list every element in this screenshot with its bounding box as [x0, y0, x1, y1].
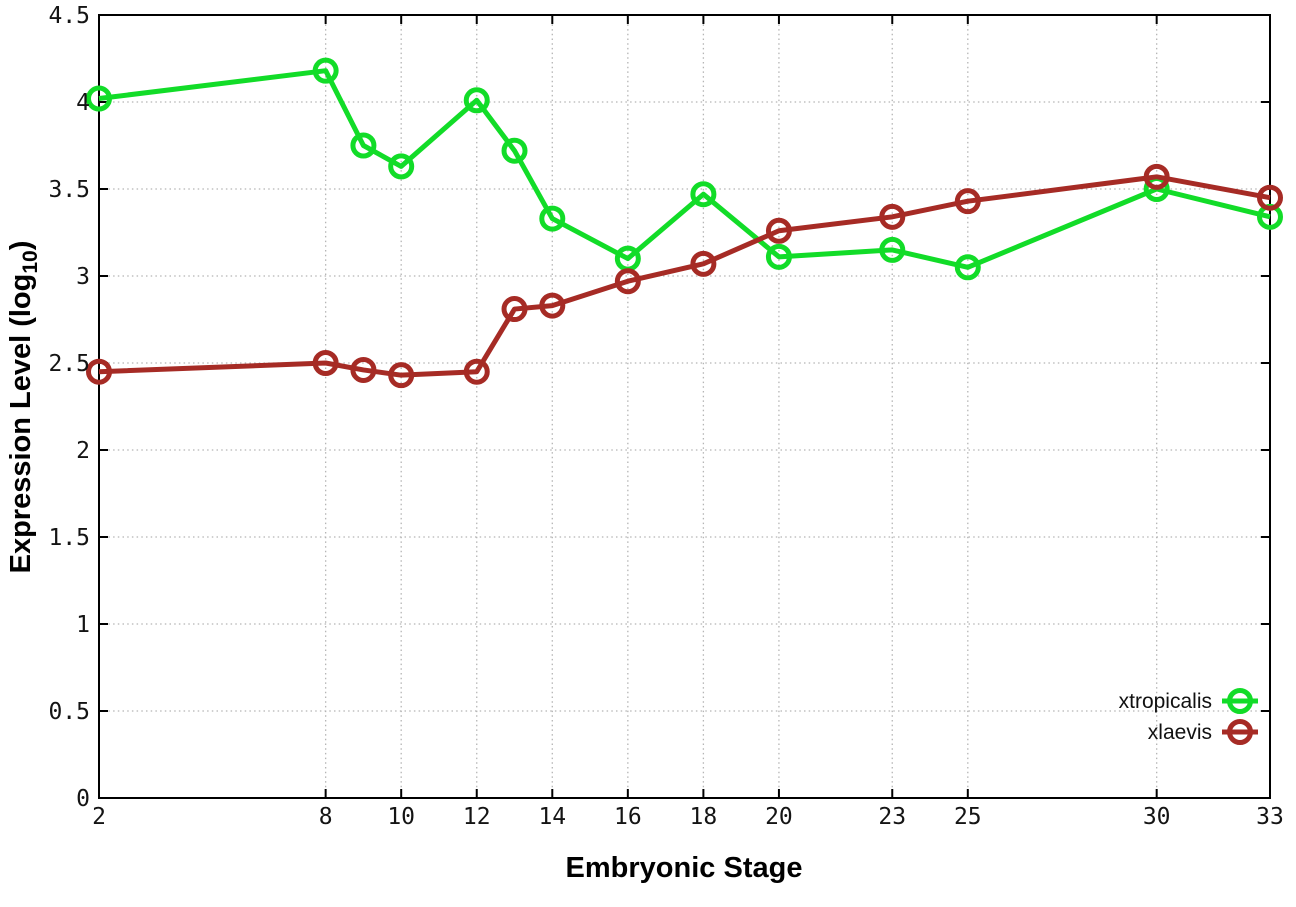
x-tick-label-2: 2 — [92, 804, 106, 830]
y-tick-label-1.5: 1.5 — [48, 525, 90, 551]
y-axis-title: Expression Level (log10) — [5, 241, 42, 574]
x-tick-label-23: 23 — [878, 804, 906, 830]
data-point-xtropicalis-23 — [879, 236, 906, 263]
legend-item-xtropicalis: xtropicalis — [1119, 688, 1258, 714]
x-tick-label-30: 30 — [1143, 804, 1171, 830]
data-point-xlaevis-14 — [539, 292, 566, 319]
x-tick-label-8: 8 — [319, 804, 333, 830]
data-point-xtropicalis-10 — [388, 153, 415, 180]
x-tick-label-20: 20 — [765, 804, 793, 830]
y-tick-label-4.5: 4.5 — [48, 3, 90, 29]
series-line-xlaevis — [98, 174, 1271, 378]
legend-item-xlaevis: xlaevis — [1148, 719, 1258, 745]
data-point-xlaevis-9 — [350, 356, 377, 383]
data-point-xlaevis-18 — [690, 250, 717, 277]
data-point-xlaevis-16 — [614, 268, 641, 295]
x-axis-title: Embryonic Stage — [566, 852, 803, 884]
y-tick-label-0.5: 0.5 — [48, 699, 90, 725]
data-point-xlaevis-25 — [954, 188, 981, 215]
data-point-xtropicalis-8 — [312, 57, 339, 84]
data-point-xlaevis-30 — [1143, 163, 1170, 190]
x-tick-label-18: 18 — [690, 804, 718, 830]
y-axis-title-subscript: 10 — [19, 250, 42, 273]
y-tick-label-3: 3 — [76, 264, 90, 290]
y-tick-label-2.5: 2.5 — [48, 351, 90, 377]
data-point-xtropicalis-12 — [463, 87, 490, 114]
data-point-xtropicalis-18 — [690, 181, 717, 208]
data-point-xlaevis-23 — [879, 203, 906, 230]
data-point-xlaevis-33 — [1257, 184, 1283, 211]
data-point-xtropicalis-13 — [501, 137, 528, 164]
series-line-xtropicalis — [98, 68, 1271, 270]
x-tick-label-16: 16 — [614, 804, 642, 830]
data-point-xlaevis-12 — [463, 358, 490, 385]
data-point-xtropicalis-25 — [954, 254, 981, 281]
plot-area: 2 8 10 12 14 16 18 20 23 25 30 33 0 0.5 1 1.5 2 2.5 3 3.5 4 4… — [48, 3, 1283, 830]
data-point-xtropicalis-20 — [765, 243, 792, 270]
y-tick-label-1: 1 — [76, 612, 90, 638]
data-point-xlaevis-8 — [312, 350, 339, 376]
x-tick-label-33: 33 — [1256, 804, 1284, 830]
y-tick-label-0: 0 — [76, 786, 90, 812]
legend-marker-xtropicalis — [1227, 688, 1253, 714]
x-tick-label-25: 25 — [954, 804, 982, 830]
data-point-xlaevis-13 — [501, 296, 528, 323]
y-axis-title-main: Expression Level (log — [5, 274, 37, 574]
data-point-xlaevis-10 — [388, 362, 415, 389]
data-point-xtropicalis-9 — [350, 132, 377, 159]
y-tick-label-2: 2 — [76, 438, 90, 464]
legend-marker-xlaevis — [1227, 719, 1253, 745]
data-point-xtropicalis-14 — [539, 205, 566, 232]
legend-label-xlaevis: xlaevis — [1148, 721, 1212, 744]
plot-border — [98, 14, 1271, 799]
x-tick-label-12: 12 — [463, 804, 491, 830]
x-tick-label-14: 14 — [538, 804, 566, 830]
data-point-xlaevis-2 — [86, 358, 112, 385]
y-axis-title-close: ) — [5, 241, 37, 251]
y-tick-label-4: 4 — [76, 90, 90, 116]
x-tick-label-10: 10 — [387, 804, 415, 830]
data-point-xlaevis-20 — [765, 217, 792, 244]
data-point-xtropicalis-2 — [86, 85, 112, 112]
legend-label-xtropicalis: xtropicalis — [1119, 690, 1212, 713]
y-tick-label-3.5: 3.5 — [48, 177, 90, 203]
